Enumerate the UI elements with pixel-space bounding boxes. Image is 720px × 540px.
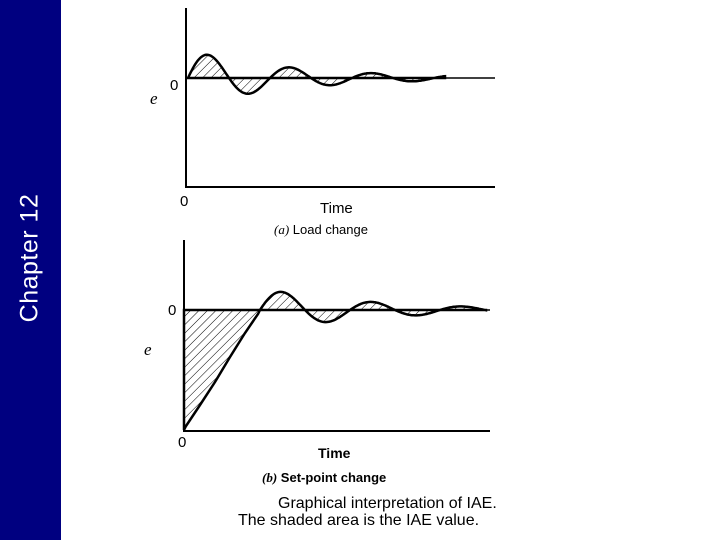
plot-a-subtitle-tag: (a): [274, 222, 290, 237]
plot-a-subtitle: (a) Load change: [274, 222, 368, 238]
plot-a-error-curve: [186, 53, 447, 95]
plot-b: [182, 240, 490, 432]
plot-b-y-label: e: [144, 340, 152, 359]
plot-b-zero-y-label: 0: [168, 302, 177, 319]
plot-a-x-label: Time: [320, 200, 353, 217]
plot-b-subtitle-tag: (b): [262, 470, 278, 485]
plot-a-subtitle-text: Load change: [292, 222, 368, 237]
plot-b-subtitle-text: Set-point change: [280, 470, 387, 485]
caption-line-1: Graphical interpretation of IAE.: [278, 495, 497, 512]
plot-a: [185, 8, 495, 188]
plot-b-error-curve: [182, 290, 488, 431]
plot-a-y-label: e: [150, 89, 158, 108]
plot-a-zero-x-label: 0: [180, 193, 189, 210]
plot-b-subtitle: (b) Set-point change: [262, 470, 386, 486]
sidebar: Chapter 12: [0, 0, 61, 540]
caption-line-2: The shaded area is the IAE value.: [238, 512, 480, 529]
plot-b-x-label: Time: [318, 445, 351, 461]
plot-b-zero-x-label: 0: [178, 434, 187, 451]
plot-a-zero-y-label: 0: [170, 77, 179, 94]
